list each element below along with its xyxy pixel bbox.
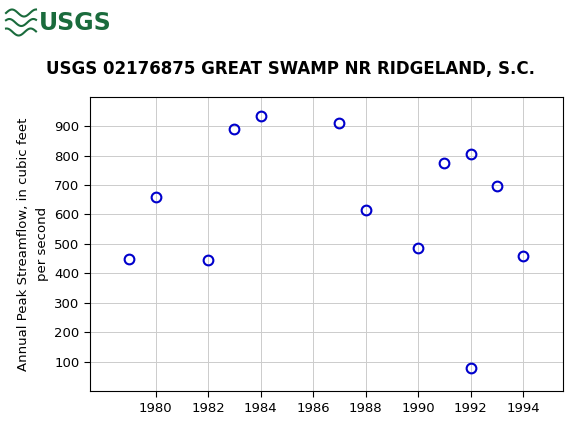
Text: USGS: USGS: [39, 10, 112, 34]
Y-axis label: Annual Peak Streamflow, in cubic feet
per second: Annual Peak Streamflow, in cubic feet pe…: [17, 117, 49, 371]
Text: USGS 02176875 GREAT SWAMP NR RIDGELAND, S.C.: USGS 02176875 GREAT SWAMP NR RIDGELAND, …: [45, 60, 535, 78]
Bar: [4, 3, 84, 42]
